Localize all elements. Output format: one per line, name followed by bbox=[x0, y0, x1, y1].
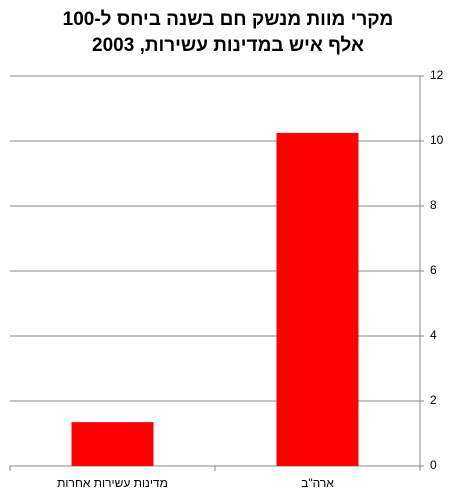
y-tick-label: 8 bbox=[430, 198, 437, 212]
bar bbox=[71, 422, 154, 466]
y-tick-label: 10 bbox=[430, 133, 444, 147]
chart-title: מקרי מוות מנשק חם בשנה ביחס ל-100 bbox=[63, 9, 394, 30]
chart-title: אלף איש במדינות עשירות, 2003 bbox=[92, 35, 364, 56]
x-tick-label: מדינות עשירות אחרות bbox=[57, 476, 168, 490]
y-tick-label: 0 bbox=[430, 458, 437, 472]
y-tick-label: 12 bbox=[430, 68, 444, 82]
x-tick-label: ארה"ב bbox=[301, 476, 334, 490]
y-tick-label: 2 bbox=[430, 393, 437, 407]
y-tick-label: 6 bbox=[430, 263, 437, 277]
y-tick-label: 4 bbox=[430, 328, 437, 342]
bar bbox=[276, 132, 359, 466]
